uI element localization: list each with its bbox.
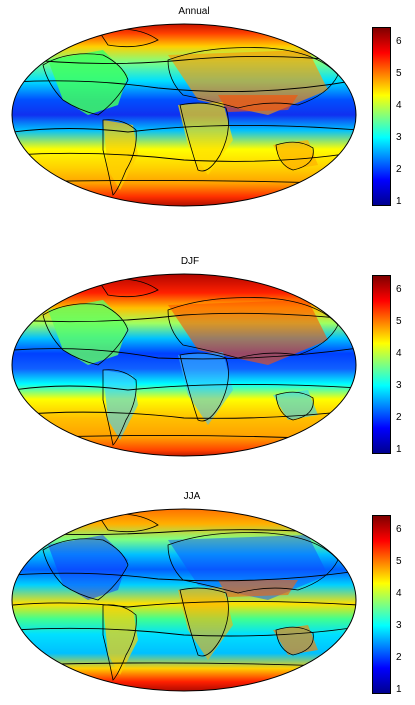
colorbar-tick: 4 bbox=[396, 588, 402, 599]
panel-title: DJF bbox=[180, 256, 200, 267]
colorbar-tick: 4 bbox=[396, 100, 402, 111]
colorbar-tick: 5 bbox=[396, 556, 402, 567]
colorbar-tick: 3 bbox=[396, 620, 402, 631]
colorbar-tick: 2 bbox=[396, 164, 402, 175]
colorbar-tick: 1 bbox=[396, 444, 402, 455]
panel-title: Annual bbox=[178, 6, 210, 17]
colorbar bbox=[372, 275, 391, 454]
colorbar bbox=[372, 515, 391, 694]
colorbar-tick: 2 bbox=[396, 652, 402, 663]
colorbar-tick: 6 bbox=[396, 524, 402, 535]
panel-title: JJA bbox=[183, 491, 201, 502]
colorbar-tick: 4 bbox=[396, 348, 402, 359]
panel-annual: Annual bbox=[0, 0, 415, 235]
colorbar-tick: 5 bbox=[396, 68, 402, 79]
colorbar bbox=[372, 27, 391, 206]
colorbar-tick: 6 bbox=[396, 36, 402, 47]
map-annual bbox=[11, 23, 357, 207]
colorbar-tick: 6 bbox=[396, 284, 402, 295]
panel-jja: JJA bbox=[0, 485, 415, 705]
map-jja bbox=[11, 508, 357, 692]
colorbar-tick: 3 bbox=[396, 380, 402, 391]
colorbar-tick: 3 bbox=[396, 132, 402, 143]
colorbar-tick: 1 bbox=[396, 684, 402, 695]
colorbar-tick: 1 bbox=[396, 196, 402, 207]
panel-djf: DJF bbox=[0, 250, 415, 465]
map-djf bbox=[11, 273, 357, 457]
colorbar-tick: 5 bbox=[396, 316, 402, 327]
colorbar-tick: 2 bbox=[396, 412, 402, 423]
